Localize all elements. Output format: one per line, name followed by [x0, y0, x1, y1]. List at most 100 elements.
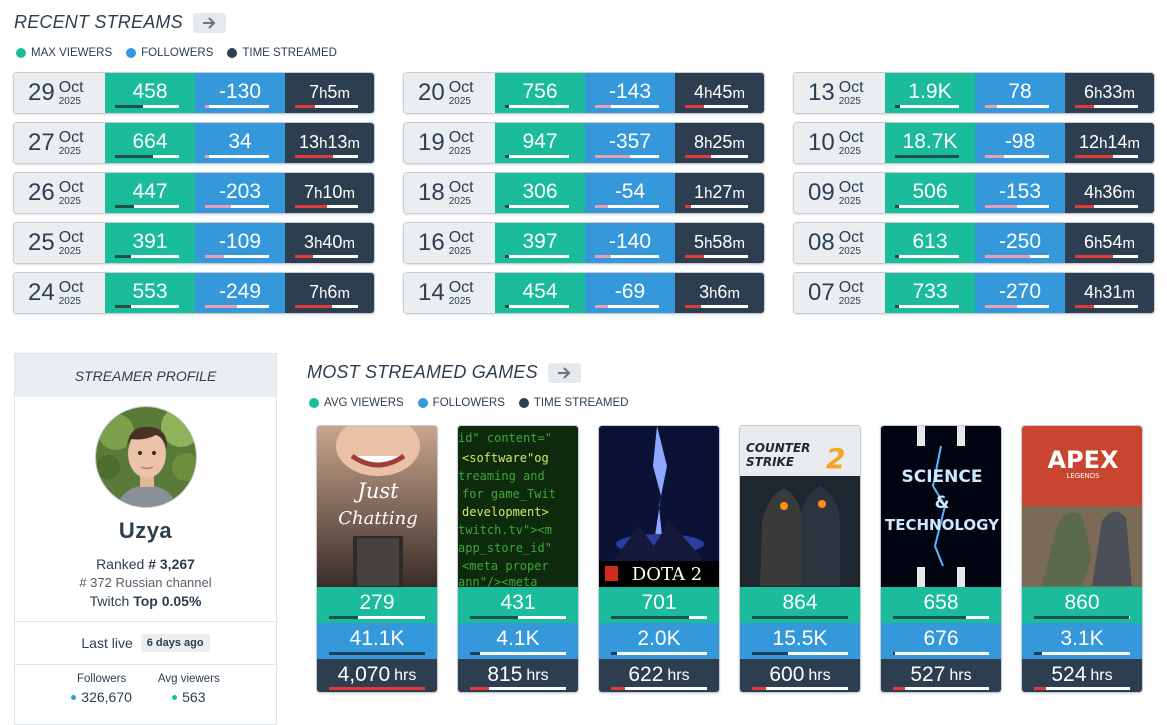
followers-stat-value: 326,670	[81, 689, 132, 705]
progress-bar	[685, 155, 748, 158]
stream-row[interactable]: 27 Oct 2025 664 34 13h13m	[13, 122, 375, 164]
progress-bar	[752, 652, 848, 655]
stream-row[interactable]: 10 Oct 2025 18.7K -98 12h14m	[793, 122, 1155, 164]
stream-date: 26 Oct 2025	[14, 173, 105, 213]
legend-item: FOLLOWERS	[126, 47, 213, 59]
game-viewers-value: 860	[1064, 591, 1100, 614]
stream-row[interactable]: 18 Oct 2025 306 -54 1h27m	[403, 172, 765, 214]
legend-label: TIME STREAMED	[242, 47, 337, 59]
stream-followers-value: -69	[614, 280, 646, 303]
stream-row[interactable]: 14 Oct 2025 454 -69 3h6m	[403, 272, 765, 314]
followers-stat: Followers 326,670	[71, 673, 132, 705]
stream-max-viewers: 947	[495, 123, 585, 163]
last-live-badge: 6 days ago	[140, 634, 210, 652]
game-hours-value: 4,070	[337, 663, 391, 686]
progress-bar	[595, 155, 659, 158]
stream-viewers-value: 756	[522, 80, 558, 103]
stream-row[interactable]: 08 Oct 2025 613 -250 6h54m	[793, 222, 1155, 264]
stream-row[interactable]: 26 Oct 2025 447 -203 7h10m	[13, 172, 375, 214]
progress-bar	[1075, 105, 1138, 108]
stream-minutes: 6	[327, 282, 338, 302]
stream-max-viewers: 553	[105, 273, 195, 313]
stream-minutes: 54	[1102, 232, 1123, 252]
game-avg-viewers: 860	[1022, 587, 1142, 623]
recent-streams-header: RECENT STREAMS	[14, 12, 226, 33]
game-followers-value: 41.1K	[349, 627, 405, 650]
game-avg-viewers: 279	[317, 587, 437, 623]
stream-row[interactable]: 25 Oct 2025 391 -109 3h40m	[13, 222, 375, 264]
recent-streams-more-button[interactable]	[192, 12, 226, 33]
game-card[interactable]: Just Chatting 279 41.1K 4,070 hrs	[316, 425, 438, 693]
progress-bar	[1034, 616, 1130, 619]
stream-minutes: 14	[1107, 132, 1128, 152]
game-viewers-value: 658	[923, 591, 959, 614]
svg-text:twitch.tv"><m: twitch.tv"><m	[458, 523, 552, 537]
stream-date: 07 Oct 2025	[794, 273, 885, 313]
legend-label: MAX VIEWERS	[31, 47, 113, 59]
game-hours-value: 524	[1051, 663, 1087, 686]
games-more-button[interactable]	[547, 362, 581, 383]
stream-followers-value: -98	[1004, 130, 1036, 153]
stream-hours: 4	[694, 82, 705, 102]
legend-item: FOLLOWERS	[417, 397, 505, 409]
stream-row[interactable]: 09 Oct 2025 506 -153 4h36m	[793, 172, 1155, 214]
stream-year: 2025	[58, 145, 81, 157]
game-time: 524 hrs	[1022, 659, 1142, 692]
game-hours-unit: hrs	[394, 667, 417, 684]
stream-followers-value: -357	[608, 130, 652, 153]
stream-viewers-value: 454	[522, 280, 558, 303]
progress-bar	[1075, 155, 1138, 158]
stream-time: 7h5m	[285, 73, 374, 113]
stream-followers-value: -250	[998, 230, 1042, 253]
stream-followers: -270	[975, 273, 1065, 313]
stream-followers: -357	[585, 123, 675, 163]
stream-followers: -250	[975, 223, 1065, 263]
arrow-right-icon	[558, 366, 571, 379]
game-card[interactable]: id" content=" <software"og treaming and for…	[457, 425, 579, 693]
stream-row[interactable]: 19 Oct 2025 947 -357 8h25m	[403, 122, 765, 164]
stream-row[interactable]: 24 Oct 2025 553 -249 7h6m	[13, 272, 375, 314]
stream-followers-value: -140	[608, 230, 652, 253]
progress-bar	[985, 255, 1049, 258]
svg-text:treaming and: treaming and	[458, 469, 545, 483]
stream-year: 2025	[838, 145, 861, 157]
game-avg-viewers: 701	[599, 587, 719, 623]
stream-year: 2025	[58, 245, 81, 257]
followers-stat-label: Followers	[76, 673, 127, 685]
stream-row[interactable]: 16 Oct 2025 397 -140 5h58m	[403, 222, 765, 264]
legend-label: FOLLOWERS	[432, 397, 505, 409]
stream-time: 5h58m	[675, 223, 764, 263]
game-followers-value: 2.0K	[637, 627, 681, 650]
stream-max-viewers: 506	[885, 173, 975, 213]
stream-date: 08 Oct 2025	[794, 223, 885, 263]
stream-followers: -98	[975, 123, 1065, 163]
ranked-label: Ranked	[96, 556, 145, 572]
game-card[interactable]: DOTA 2 701 2.0K 622 hrs	[598, 425, 720, 693]
stream-year: 2025	[448, 295, 471, 307]
stream-month: Oct	[58, 228, 84, 246]
svg-text:APEX: APEX	[1047, 446, 1119, 474]
stream-day: 10	[808, 129, 835, 156]
stream-max-viewers: 664	[105, 123, 195, 163]
stream-row[interactable]: 13 Oct 2025 1.9K 78 6h33m	[793, 72, 1155, 114]
game-avg-viewers: 864	[740, 587, 860, 623]
svg-text:&: &	[935, 493, 950, 513]
game-card[interactable]: SCIENCE & TECHNOLOGY 658 676 527 hrs	[880, 425, 1002, 693]
game-followers-value: 15.5K	[772, 627, 828, 650]
game-card[interactable]: COUNTER STRIKE 2 864 15.5K 600 hrs	[739, 425, 861, 693]
stream-date: 27 Oct 2025	[14, 123, 105, 163]
legend-dot-icon	[417, 398, 428, 408]
game-card[interactable]: APEX LEGENDS 860 3.1K 524 hrs	[1021, 425, 1143, 693]
stream-row[interactable]: 07 Oct 2025 733 -270 4h31m	[793, 272, 1155, 314]
avatar[interactable]	[94, 406, 197, 508]
stream-row[interactable]: 20 Oct 2025 756 -143 4h45m	[403, 72, 765, 114]
game-time: 527 hrs	[881, 659, 1001, 692]
progress-bar	[595, 205, 659, 208]
ranked-line: Ranked # 3,267	[15, 556, 276, 572]
game-cover-image: COUNTER STRIKE 2	[740, 426, 860, 587]
stream-row[interactable]: 29 Oct 2025 458 -130 7h5m	[13, 72, 375, 114]
stream-year: 2025	[448, 245, 471, 257]
stream-month: Oct	[58, 128, 84, 146]
stream-hours: 6	[1084, 232, 1095, 252]
stream-hours: 4	[1084, 182, 1095, 202]
